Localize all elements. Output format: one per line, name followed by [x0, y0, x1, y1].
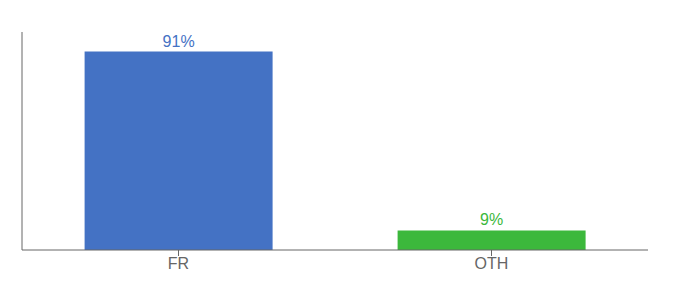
svg-text:FR: FR — [168, 255, 189, 272]
svg-text:OTH: OTH — [475, 255, 509, 272]
svg-text:91%: 91% — [163, 33, 195, 50]
svg-text:9%: 9% — [480, 211, 503, 228]
